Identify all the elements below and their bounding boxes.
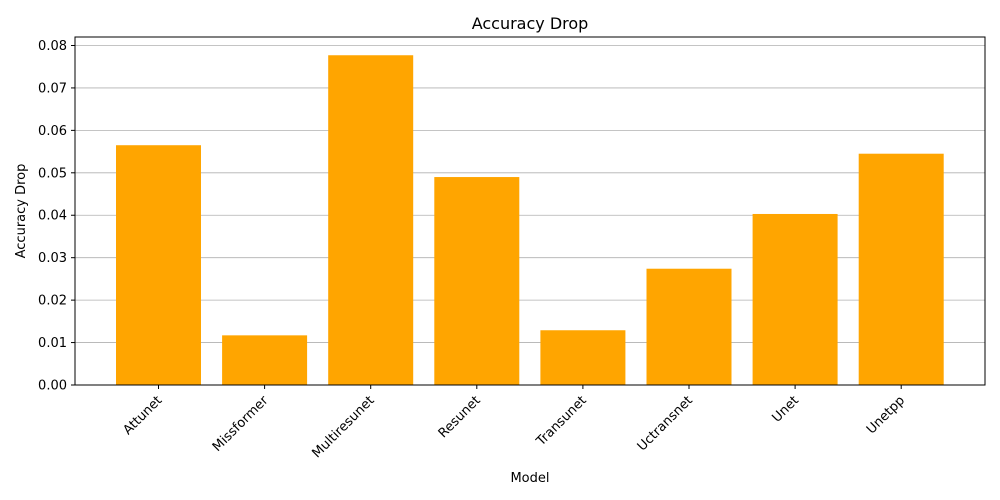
x-axis: Attunet Missformer Multiresunet Resunet Tran… (120, 385, 908, 461)
x-tick-label: Missformer (210, 393, 272, 455)
y-tick-label: 0.01 (38, 336, 67, 351)
y-tick-label: 0.07 (38, 81, 67, 96)
bar-resunet (434, 177, 520, 385)
bars (116, 55, 944, 385)
y-tick-label: 0.08 (38, 39, 67, 54)
plot-frame (74, 36, 986, 386)
bar-multiresunet (328, 55, 414, 385)
y-tick-label: 0.02 (38, 294, 67, 309)
x-tick-label: Attunet (120, 393, 165, 438)
y-tick-label: 0.05 (38, 166, 67, 181)
bar-unetpp (858, 153, 944, 385)
x-axis-title: Model (510, 471, 549, 486)
chart-title: Accuracy Drop (472, 14, 589, 33)
y-tick-label: 0.06 (38, 124, 67, 139)
bar-uctransnet (646, 268, 732, 385)
bar-missformer (222, 335, 308, 385)
x-tick-label: Multiresunet (310, 393, 378, 461)
y-axis: 0.00 0.01 0.02 0.03 0.04 0.05 0.06 0.07 0.08 (38, 39, 75, 394)
x-tick-label: Resunet (436, 393, 484, 441)
x-tick-label: Unetpp (864, 393, 908, 437)
y-tick-label: 0.04 (38, 209, 67, 224)
x-tick-label: Uctransnet (635, 393, 696, 454)
y-grid (75, 45, 985, 386)
x-tick-label: Unet (770, 393, 802, 425)
bar-transunet (540, 330, 626, 385)
x-tick-label: Transunet (533, 393, 590, 450)
bar-attunet (116, 145, 201, 385)
y-tick-label: 0.00 (38, 379, 67, 394)
y-axis-title: Accuracy Drop (14, 164, 29, 259)
bar-unet (752, 213, 838, 385)
y-tick-label: 0.03 (38, 251, 67, 266)
